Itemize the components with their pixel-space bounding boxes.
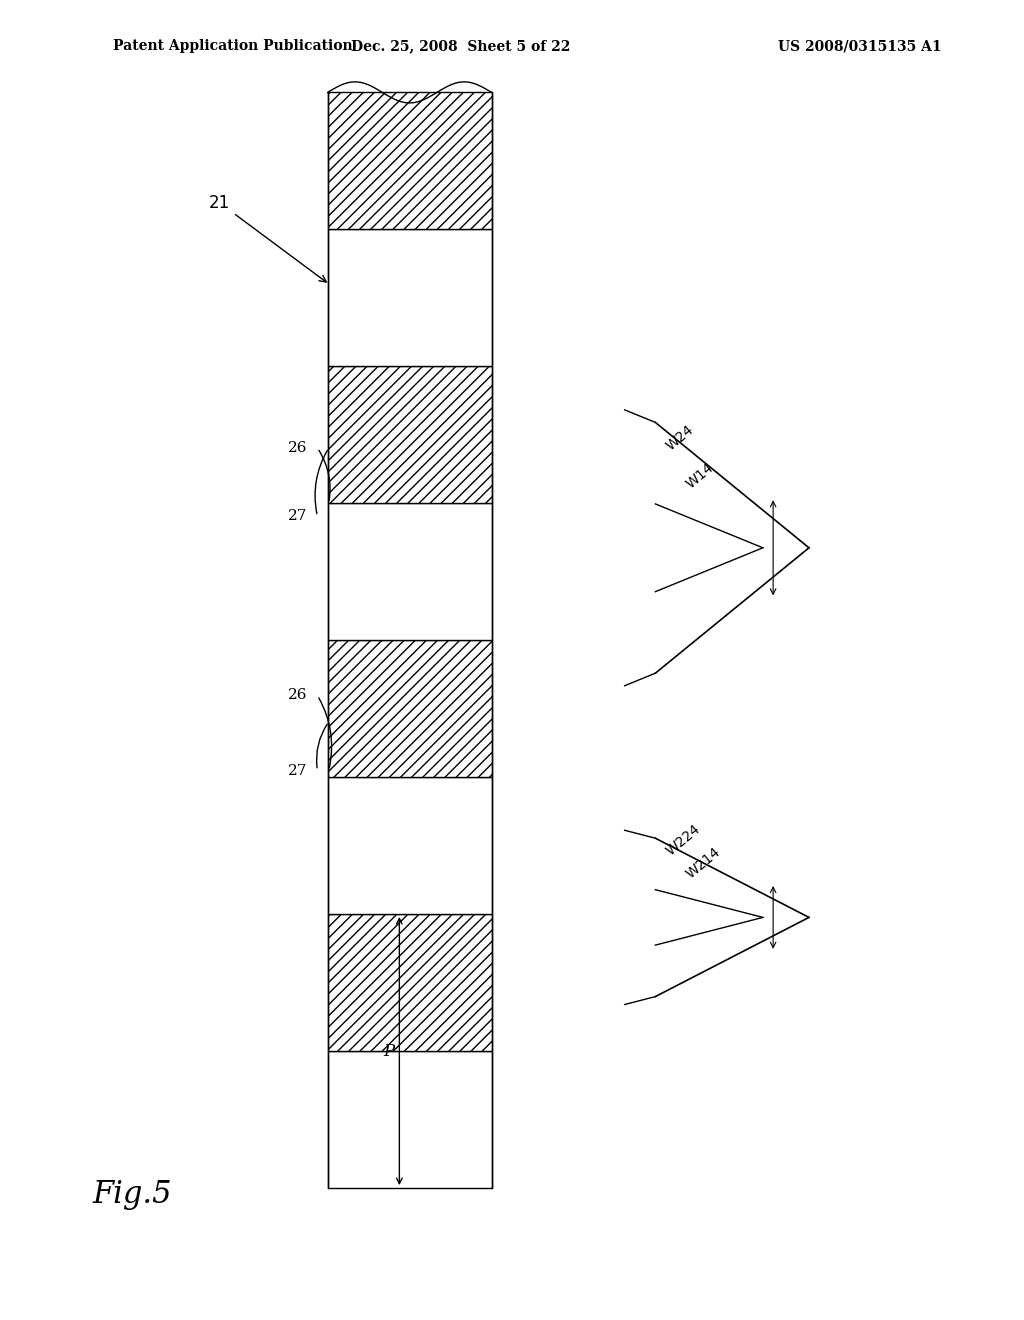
Text: W24: W24 xyxy=(664,422,696,454)
Text: W214: W214 xyxy=(684,845,723,882)
Text: W224: W224 xyxy=(664,821,702,858)
Bar xyxy=(328,913,492,1051)
Text: 27: 27 xyxy=(288,763,307,777)
Text: US 2008/0315135 A1: US 2008/0315135 A1 xyxy=(778,40,942,53)
Bar xyxy=(328,92,492,230)
Text: Fig.5: Fig.5 xyxy=(92,1179,172,1210)
Text: W14: W14 xyxy=(684,461,717,491)
Bar xyxy=(328,503,492,640)
Text: 21: 21 xyxy=(209,194,327,282)
Bar xyxy=(328,366,492,503)
Text: P: P xyxy=(383,1043,394,1060)
Text: 26: 26 xyxy=(288,689,307,702)
Bar xyxy=(328,230,492,366)
Bar xyxy=(328,777,492,913)
Text: Patent Application Publication: Patent Application Publication xyxy=(113,40,352,53)
Text: 27: 27 xyxy=(288,510,307,524)
Bar xyxy=(328,640,492,777)
Text: 26: 26 xyxy=(288,441,307,455)
Bar xyxy=(328,1051,492,1188)
Text: Dec. 25, 2008  Sheet 5 of 22: Dec. 25, 2008 Sheet 5 of 22 xyxy=(351,40,570,53)
